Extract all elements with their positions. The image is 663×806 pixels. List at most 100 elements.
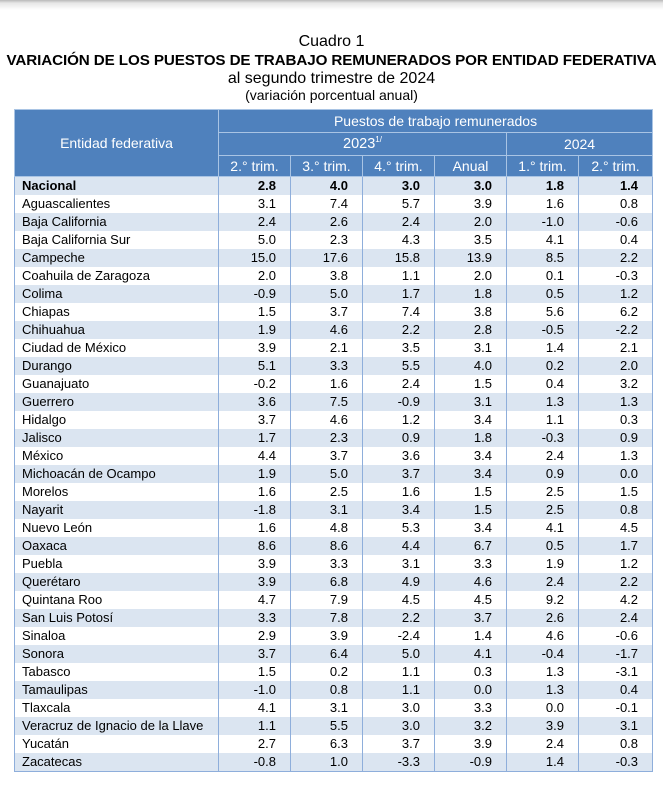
entity-name-cell: San Luis Potosí bbox=[14, 609, 219, 627]
value-cell: -1.0 bbox=[218, 681, 291, 699]
value-cell: 2.4 bbox=[577, 609, 654, 627]
entity-name-cell: Guerrero bbox=[14, 393, 219, 411]
table-row: Guerrero 3.6 7.5 -0.9 3.1 1.3 1.3 bbox=[14, 393, 654, 411]
year-2024-header: 2024 bbox=[505, 132, 654, 156]
table-row: Querétaro 3.9 6.8 4.9 4.6 2.4 2.2 bbox=[14, 573, 654, 591]
value-cell: 1.5 bbox=[434, 375, 507, 393]
value-cell: 8.6 bbox=[290, 537, 363, 555]
value-cell: -0.1 bbox=[577, 699, 654, 717]
value-cell: 2.2 bbox=[577, 249, 654, 267]
value-cell: 0.9 bbox=[577, 429, 654, 447]
value-cell: 5.5 bbox=[290, 717, 363, 735]
value-cell: 3.4 bbox=[434, 411, 507, 429]
entity-name-cell: Puebla bbox=[14, 555, 219, 573]
value-cell: 4.4 bbox=[362, 537, 435, 555]
table-row: Baja California 2.4 2.6 2.4 2.0 -1.0 -0.6 bbox=[14, 213, 654, 231]
value-cell: 3.1 bbox=[577, 717, 654, 735]
entity-name-cell: Campeche bbox=[14, 249, 219, 267]
value-cell: 0.4 bbox=[506, 375, 579, 393]
value-cell: 0.4 bbox=[577, 231, 654, 249]
value-cell: 0.2 bbox=[290, 663, 363, 681]
value-cell: 1.8 bbox=[434, 429, 507, 447]
entity-name-cell: Colima bbox=[14, 285, 219, 303]
value-cell: 3.4 bbox=[434, 465, 507, 483]
value-cell: 1.5 bbox=[218, 303, 291, 321]
value-cell: 1.9 bbox=[218, 465, 291, 483]
column-header: 2.° trim. bbox=[218, 155, 291, 177]
value-cell: 1.4 bbox=[577, 176, 654, 195]
value-cell: 1.7 bbox=[577, 537, 654, 555]
value-cell: 4.7 bbox=[218, 591, 291, 609]
value-cell: 4.9 bbox=[362, 573, 435, 591]
value-cell: 4.0 bbox=[290, 176, 363, 195]
value-cell: 2.4 bbox=[362, 213, 435, 231]
window-top-shadow bbox=[0, 0, 663, 10]
value-cell: 1.4 bbox=[506, 339, 579, 357]
value-cell: 0.5 bbox=[506, 537, 579, 555]
entity-name-cell: Guanajuato bbox=[14, 375, 219, 393]
value-cell: 1.4 bbox=[434, 627, 507, 645]
value-cell: 3.6 bbox=[218, 393, 291, 411]
entity-name-cell: Tamaulipas bbox=[14, 681, 219, 699]
value-cell: 2.5 bbox=[506, 483, 579, 501]
value-cell: 1.2 bbox=[577, 555, 654, 573]
entity-name-cell: Oaxaca bbox=[14, 537, 219, 555]
value-cell: 3.3 bbox=[290, 357, 363, 375]
entity-name-cell: Tlaxcala bbox=[14, 699, 219, 717]
value-cell: 3.3 bbox=[218, 609, 291, 627]
value-cell: 2.1 bbox=[577, 339, 654, 357]
value-cell: 13.9 bbox=[434, 249, 507, 267]
value-cell: 2.8 bbox=[218, 176, 291, 195]
table-row: Sonora 3.7 6.4 5.0 4.1 -0.4 -1.7 bbox=[14, 645, 654, 663]
table-row: Campeche 15.0 17.6 15.8 13.9 8.5 2.2 bbox=[14, 249, 654, 267]
value-cell: 2.4 bbox=[506, 573, 579, 591]
value-cell: 7.8 bbox=[290, 609, 363, 627]
value-cell: 5.0 bbox=[290, 465, 363, 483]
year-2023-header: 20231/ bbox=[218, 132, 507, 156]
value-cell: -0.3 bbox=[577, 267, 654, 285]
value-cell: 2.4 bbox=[506, 735, 579, 753]
value-cell: 1.6 bbox=[218, 483, 291, 501]
value-cell: 1.2 bbox=[362, 411, 435, 429]
value-cell: 3.7 bbox=[218, 411, 291, 429]
value-cell: 2.4 bbox=[218, 213, 291, 231]
value-cell: 6.8 bbox=[290, 573, 363, 591]
value-cell: 0.1 bbox=[506, 267, 579, 285]
value-cell: 4.1 bbox=[506, 519, 579, 537]
entity-name-cell: Tabasco bbox=[14, 663, 219, 681]
table-row: Colima -0.9 5.0 1.7 1.8 0.5 1.2 bbox=[14, 285, 654, 303]
value-cell: -0.6 bbox=[577, 627, 654, 645]
value-cell: 2.0 bbox=[434, 213, 507, 231]
value-cell: 3.1 bbox=[362, 555, 435, 573]
value-cell: 4.5 bbox=[577, 519, 654, 537]
table-row: San Luis Potosí 3.3 7.8 2.2 3.7 2.6 2.4 bbox=[14, 609, 654, 627]
value-cell: 3.2 bbox=[577, 375, 654, 393]
value-cell: 3.5 bbox=[434, 231, 507, 249]
value-cell: -0.6 bbox=[577, 213, 654, 231]
value-cell: 2.5 bbox=[290, 483, 363, 501]
entity-name-cell: Chihuahua bbox=[14, 321, 219, 339]
entity-name-cell: Sinaloa bbox=[14, 627, 219, 645]
entity-name-cell: Veracruz de Ignacio de la Llave bbox=[14, 717, 219, 735]
table-row: Ciudad de México 3.9 2.1 3.5 3.1 1.4 2.1 bbox=[14, 339, 654, 357]
value-cell: 5.0 bbox=[362, 645, 435, 663]
entity-name-cell: Chiapas bbox=[14, 303, 219, 321]
value-cell: 3.0 bbox=[362, 699, 435, 717]
table-row: Durango 5.1 3.3 5.5 4.0 0.2 2.0 bbox=[14, 357, 654, 375]
value-cell: 0.0 bbox=[506, 699, 579, 717]
value-cell: 3.7 bbox=[290, 303, 363, 321]
table-row: Tamaulipas -1.0 0.8 1.1 0.0 1.3 0.4 bbox=[14, 681, 654, 699]
value-cell: 1.3 bbox=[506, 393, 579, 411]
value-cell: -0.4 bbox=[506, 645, 579, 663]
entity-name-cell: Quintana Roo bbox=[14, 591, 219, 609]
value-cell: 5.1 bbox=[218, 357, 291, 375]
value-cell: 3.9 bbox=[218, 573, 291, 591]
entity-name-cell: Nacional bbox=[14, 176, 219, 195]
table-row: Zacatecas -0.8 1.0 -3.3 -0.9 1.4 -0.3 bbox=[14, 753, 654, 772]
value-cell: 1.7 bbox=[218, 429, 291, 447]
value-cell: 1.8 bbox=[434, 285, 507, 303]
value-cell: 4.8 bbox=[290, 519, 363, 537]
entity-name-cell: Aguascalientes bbox=[14, 195, 219, 213]
value-cell: -0.9 bbox=[218, 285, 291, 303]
entity-name-cell: Yucatán bbox=[14, 735, 219, 753]
